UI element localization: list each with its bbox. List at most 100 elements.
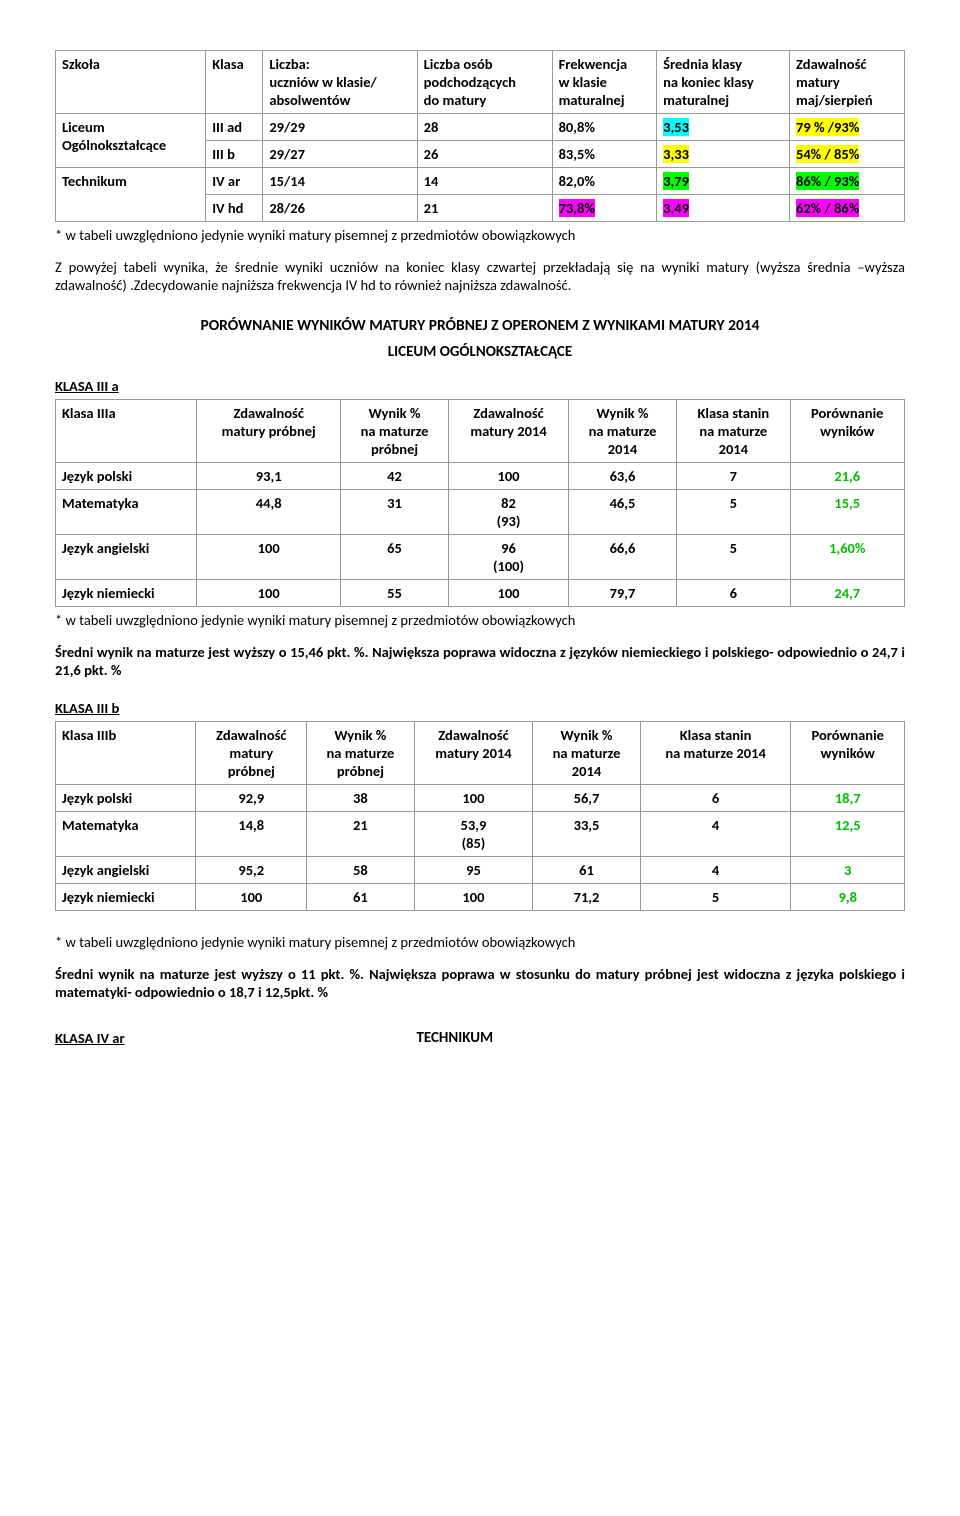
table-cell: Język niemiecki: [56, 580, 197, 607]
table-cell: 79 % /93%: [789, 114, 904, 141]
table-cell: 100: [197, 535, 340, 580]
subheading-technikum: TECHNIKUM: [125, 1029, 785, 1047]
table-klasa-iiia: Klasa IIIaZdawalnośćmatury próbnejWynik …: [55, 399, 905, 607]
table-cell: IV ar: [206, 168, 263, 195]
table-cell: 79,7: [568, 580, 676, 607]
table-cell: 29/27: [263, 141, 417, 168]
col-header: Wynik %na maturze2014: [568, 400, 676, 463]
table-cell: 56,7: [533, 785, 640, 812]
table-cell: 26: [417, 141, 552, 168]
table-cell: 6: [677, 580, 790, 607]
table-cell: 1,60%: [790, 535, 905, 580]
table-cell: Matematyka: [56, 812, 196, 857]
table-cell: 29/29: [263, 114, 417, 141]
table-klasa-iiib: Klasa IIIbZdawalnośćmaturypróbnejWynik %…: [55, 721, 905, 911]
col-header: Zdawalnośćmaturymaj/sierpień: [789, 51, 904, 114]
subheading-liceum: LICEUM OGÓLNOKSZTAŁCĄCE: [55, 343, 905, 361]
table-cell: 58: [307, 857, 414, 884]
table-cell: 71,2: [533, 884, 640, 911]
section-klasa-iiib: KLASA III b: [55, 699, 119, 717]
table-cell: 7: [677, 463, 790, 490]
col-header: Liczba osóbpodchodzącychdo matury: [417, 51, 552, 114]
table-cell: 14: [417, 168, 552, 195]
table-cell: 100: [449, 463, 569, 490]
table-cell: 46,5: [568, 490, 676, 535]
table-cell: 21,6: [790, 463, 905, 490]
table-cell: 12,5: [791, 812, 905, 857]
table-cell: 93,1: [197, 463, 340, 490]
table-cell: III ad: [206, 114, 263, 141]
table-cell: 15/14: [263, 168, 417, 195]
table-cell: 42: [340, 463, 448, 490]
col-header: Wynik %na maturzepróbnej: [307, 722, 414, 785]
section-klasa-ivar: KLASA IV ar: [55, 1029, 125, 1047]
table-cell: 15,5: [790, 490, 905, 535]
table-cell: 100: [414, 884, 533, 911]
col-header: Zdawalnośćmatury próbnej: [197, 400, 340, 463]
col-header: Średnia klasyna koniec klasymaturalnej: [657, 51, 790, 114]
table-cell: Język polski: [56, 785, 196, 812]
table-cell: 5: [677, 490, 790, 535]
table-cell: 21: [417, 195, 552, 222]
table-cell: 62% / 86%: [789, 195, 904, 222]
table-cell: 14,8: [196, 812, 307, 857]
table-cell: 95,2: [196, 857, 307, 884]
table-cell: Język polski: [56, 463, 197, 490]
col-header: Wynik %na maturze2014: [533, 722, 640, 785]
col-header: Zdawalnośćmatury 2014: [449, 400, 569, 463]
table-cell: 28/26: [263, 195, 417, 222]
table-cell: 80,8%: [552, 114, 657, 141]
table-cell: 82,0%: [552, 168, 657, 195]
table-cell: 3,53: [657, 114, 790, 141]
col-header: Klasa staninna maturze2014: [677, 400, 790, 463]
table-cell: 100: [449, 580, 569, 607]
table-cell: Matematyka: [56, 490, 197, 535]
table-cell: 95: [414, 857, 533, 884]
table-cell: 61: [307, 884, 414, 911]
table-cell: 54% / 85%: [789, 141, 904, 168]
table-cell: Język angielski: [56, 535, 197, 580]
table-cell: 55: [340, 580, 448, 607]
table-cell: 4: [640, 857, 791, 884]
table-cell: 3,33: [657, 141, 790, 168]
table-cell: 38: [307, 785, 414, 812]
table-cell: 21: [307, 812, 414, 857]
col-header: Wynik %na maturzepróbnej: [340, 400, 448, 463]
table-cell: 5: [640, 884, 791, 911]
col-header: Klasa IIIa: [56, 400, 197, 463]
table-cell: LiceumOgólnokształcące: [56, 114, 206, 168]
table-cell: 86% / 93%: [789, 168, 904, 195]
col-header: Liczba:uczniów w klasie/absolwentów: [263, 51, 417, 114]
table-cell: 33,5: [533, 812, 640, 857]
table-cell: 65: [340, 535, 448, 580]
tableB-footnote: * w tabeli uwzględniono jedynie wyniki m…: [55, 933, 905, 951]
table-cell: Technikum: [56, 168, 206, 222]
table-cell: 61: [533, 857, 640, 884]
table-cell: 4: [640, 812, 791, 857]
table-cell: 44,8: [197, 490, 340, 535]
table-cell: 9,8: [791, 884, 905, 911]
table-cell: 100: [414, 785, 533, 812]
section-klasa-iiia: KLASA III a: [55, 377, 119, 395]
table-cell: 100: [196, 884, 307, 911]
table-cell: 100: [197, 580, 340, 607]
table-cell: IV hd: [206, 195, 263, 222]
table-cell: 6: [640, 785, 791, 812]
tableA-footnote: * w tabeli uwzględniono jedynie wyniki m…: [55, 611, 905, 629]
col-header: Porównaniewyników: [790, 400, 905, 463]
paragraph-a: Średni wynik na maturze jest wyższy o 15…: [55, 643, 905, 679]
table-cell: 3,79: [657, 168, 790, 195]
table-cell: Język niemiecki: [56, 884, 196, 911]
table1-footnote: * w tabeli uwzględniono jedynie wyniki m…: [55, 226, 905, 244]
summary-table: SzkołaKlasaLiczba:uczniów w klasie/absol…: [55, 50, 905, 222]
table-cell: 73,8%: [552, 195, 657, 222]
table-cell: 31: [340, 490, 448, 535]
table-cell: 63,6: [568, 463, 676, 490]
table-cell: 24,7: [790, 580, 905, 607]
col-header: Zdawalnośćmaturypróbnej: [196, 722, 307, 785]
table-cell: 3: [791, 857, 905, 884]
table-cell: 28: [417, 114, 552, 141]
table-cell: 83,5%: [552, 141, 657, 168]
col-header: Klasa: [206, 51, 263, 114]
table-cell: III b: [206, 141, 263, 168]
